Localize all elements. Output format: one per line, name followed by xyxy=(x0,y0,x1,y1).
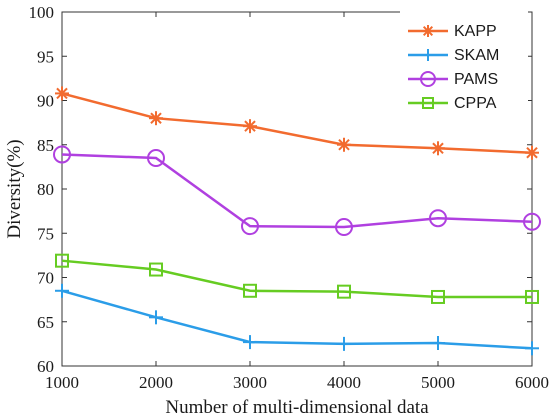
series-layer xyxy=(53,86,541,356)
series-line xyxy=(61,92,533,154)
plus-marker xyxy=(422,49,434,61)
circle-marker xyxy=(241,217,259,236)
legend-label: PAMS xyxy=(454,71,498,88)
plus-marker xyxy=(431,335,445,350)
x-tick-label: 2000 xyxy=(139,373,173,392)
square-marker xyxy=(422,97,434,109)
series-line xyxy=(61,153,533,229)
asterisk-marker xyxy=(149,111,163,126)
series-kapp xyxy=(55,86,539,160)
asterisk-marker xyxy=(422,25,434,37)
y-tick-label: 70 xyxy=(37,269,54,288)
y-tick-label: 85 xyxy=(37,136,54,155)
plus-marker xyxy=(337,336,351,351)
square-marker xyxy=(55,253,69,268)
y-tick-label: 65 xyxy=(37,313,54,332)
legend: KAPP SKAM PAMS CPPA xyxy=(400,10,528,118)
asterisk-marker xyxy=(431,141,445,156)
x-tick-label: 4000 xyxy=(327,373,361,392)
asterisk-marker xyxy=(525,145,539,160)
series-line xyxy=(61,289,533,350)
x-tick-label: 5000 xyxy=(421,373,455,392)
axes: 60 65 70 75 80 85 90 95 100 1000 2000 3000 4000 5000 6… xyxy=(29,3,550,392)
y-axis-title: Diversity(%) xyxy=(4,139,25,238)
series-pams xyxy=(53,145,541,237)
square-marker xyxy=(525,289,539,304)
legend-item-skam: SKAM xyxy=(408,47,499,64)
plus-marker xyxy=(243,335,257,350)
asterisk-marker xyxy=(55,86,69,101)
series-line xyxy=(61,259,532,299)
x-tick-label: 6000 xyxy=(515,373,549,392)
plus-marker xyxy=(55,283,69,298)
circle-marker xyxy=(420,71,436,87)
y-tick-label: 90 xyxy=(37,92,54,111)
circle-marker xyxy=(147,149,165,168)
square-marker xyxy=(337,284,351,299)
circle-marker xyxy=(523,212,541,231)
plus-marker xyxy=(525,341,539,356)
legend-label: KAPP xyxy=(454,23,497,40)
series-cppa xyxy=(55,253,539,304)
x-tick-label: 3000 xyxy=(233,373,267,392)
square-marker xyxy=(243,283,257,298)
circle-marker xyxy=(429,209,447,228)
legend-item-cppa: CPPA xyxy=(408,95,497,112)
asterisk-marker xyxy=(337,137,351,152)
y-tick-label: 75 xyxy=(37,224,54,243)
plus-marker xyxy=(149,310,163,325)
circle-marker xyxy=(53,145,71,164)
y-tick-label: 60 xyxy=(37,357,54,376)
circle-marker xyxy=(335,218,353,237)
legend-label: CPPA xyxy=(454,95,497,112)
y-tick-label: 95 xyxy=(37,47,54,66)
legend-label: SKAM xyxy=(454,47,499,64)
legend-item-kapp: KAPP xyxy=(408,23,497,40)
asterisk-marker xyxy=(243,119,257,134)
x-tick-label: 1000 xyxy=(45,373,79,392)
legend-box xyxy=(400,10,528,118)
y-tick-label: 100 xyxy=(29,3,55,22)
square-marker xyxy=(431,289,445,304)
legend-item-pams: PAMS xyxy=(408,71,498,88)
series-skam xyxy=(55,283,539,356)
x-axis-title: Number of multi-dimensional data xyxy=(165,397,429,418)
y-tick-label: 80 xyxy=(37,180,54,199)
square-marker xyxy=(149,262,163,277)
